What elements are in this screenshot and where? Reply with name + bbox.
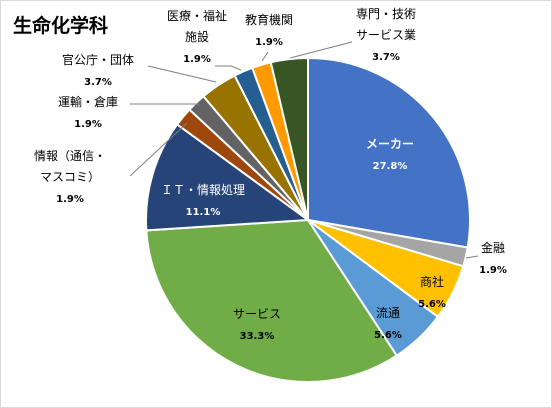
- slice-1-category-label: メーカー: [366, 137, 414, 151]
- slice-6-category-label: ＩＴ・情報処理: [161, 183, 245, 197]
- slice-12-leader-line: [289, 41, 353, 59]
- slice-8-data-label: 運輸・倉庫 1.9%: [58, 94, 118, 130]
- slice-6-data-label: ＩＴ・情報処理 11.1%: [161, 183, 245, 218]
- slice-3-percent-label: 5.6%: [418, 299, 446, 310]
- slice-3-data-label: 商社 5.6%: [418, 274, 446, 310]
- slice-10-category-label: 施設: [185, 29, 209, 44]
- slice-9-leader-line: [147, 65, 217, 83]
- slice-10-category-label: 医療・福祉: [167, 8, 227, 23]
- slice-5-wedge: [145, 218, 399, 384]
- slice-7-category-label: マスコミ）: [40, 170, 100, 184]
- slice-9-category-label: 官公庁・団体: [62, 52, 134, 67]
- slice-12-category-label: サービス業: [356, 28, 416, 42]
- slice-3-category-label: 商社: [420, 274, 444, 289]
- slice-5-category-label: サービス: [233, 307, 281, 321]
- slice-8-category-label: 運輸・倉庫: [58, 94, 118, 109]
- slice-2-category-label: 金融: [481, 240, 505, 255]
- slice-7-percent-label: 1.9%: [56, 194, 84, 205]
- slice-11-category-label: 教育機関: [245, 12, 293, 27]
- slice-2-percent-label: 1.9%: [479, 265, 507, 276]
- slice-8-percent-label: 1.9%: [74, 119, 102, 130]
- slice-1-data-label: メーカー 27.8%: [366, 137, 414, 172]
- slice-6-percent-label: 11.1%: [186, 207, 221, 218]
- chart-title: 生命化学科: [13, 15, 109, 37]
- slice-9-data-label: 官公庁・団体 3.7%: [62, 52, 134, 88]
- slice-2-leader-line: [465, 255, 479, 259]
- slice-7-data-label: 情報（通信・マスコミ） 1.9%: [34, 149, 106, 205]
- slice-7-leader-line: [129, 122, 188, 177]
- slice-1-percent-label: 27.8%: [373, 161, 408, 172]
- slice-11-percent-label: 1.9%: [255, 37, 283, 48]
- slice-11-leader-line: [261, 51, 269, 62]
- slice-6-wedge: [144, 123, 311, 232]
- slice-12-percent-label: 3.7%: [372, 52, 400, 63]
- slice-7-category-label: 情報（通信・: [34, 149, 106, 163]
- slice-2-data-label: 金融 1.9%: [479, 240, 507, 276]
- slice-12-category-label: 専門・技術: [356, 7, 416, 21]
- slice-4-category-label: 流通: [376, 306, 400, 320]
- slice-10-percent-label: 1.9%: [183, 54, 211, 65]
- slice-11-data-label: 教育機関 1.9%: [245, 12, 293, 48]
- slice-12-wedge: [269, 56, 309, 221]
- slice-4-percent-label: 5.6%: [374, 330, 402, 341]
- slice-10-leader-line: [215, 65, 242, 71]
- slice-1-wedge: [307, 56, 471, 249]
- slice-5-percent-label: 33.3%: [240, 331, 275, 342]
- slice-4-data-label: 流通 5.6%: [374, 306, 402, 341]
- slice-5-data-label: サービス 33.3%: [233, 307, 281, 342]
- slice-9-percent-label: 3.7%: [84, 77, 112, 88]
